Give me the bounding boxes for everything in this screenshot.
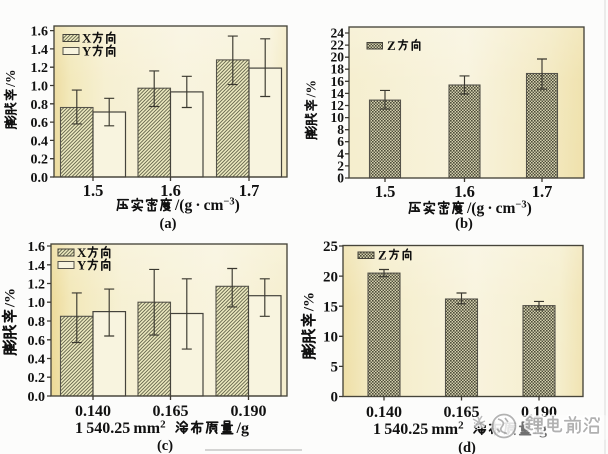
svg-text:/%: /% [3,70,18,88]
svg-text:(c): (c) [157,438,173,454]
svg-text:Z: Z [387,38,396,53]
svg-text:/%: /% [304,80,319,98]
svg-text:15: 15 [323,299,338,315]
svg-text:/g: /g [236,420,249,437]
svg-text:8: 8 [337,122,344,137]
svg-text:20: 20 [331,50,345,65]
svg-text:25: 25 [323,239,338,255]
svg-text:1.2: 1.2 [28,278,46,293]
svg-text:12: 12 [331,98,345,113]
svg-text:Y: Y [77,258,87,273]
svg-text:0.2: 0.2 [31,153,49,168]
svg-text:14: 14 [331,86,345,101]
svg-text:Y: Y [82,44,92,59]
svg-text:6: 6 [337,134,344,149]
svg-text:X: X [77,245,87,260]
svg-text:0.2: 0.2 [28,371,46,386]
svg-text:/%: /% [3,288,19,308]
svg-text:1.7: 1.7 [532,182,553,201]
svg-text:1.5: 1.5 [375,182,396,201]
svg-text:0.8: 0.8 [28,315,46,330]
svg-text:/(g · cm−3): /(g · cm−3) [466,200,532,218]
svg-text:22: 22 [331,38,345,53]
svg-text:(a): (a) [160,216,177,232]
svg-text:0.8: 0.8 [31,98,49,113]
svg-text:16: 16 [331,74,345,89]
svg-text:(b): (b) [455,216,473,232]
svg-text:18: 18 [331,62,345,77]
svg-text:10: 10 [323,330,338,346]
svg-text:1.6: 1.6 [28,240,46,255]
svg-text:1.4: 1.4 [28,259,46,274]
svg-text:2: 2 [337,158,344,173]
svg-text:0.140: 0.140 [75,403,111,420]
svg-text:X: X [82,31,92,46]
svg-text:24: 24 [331,26,345,41]
svg-text:5: 5 [331,360,339,376]
svg-text:/(g · cm−3): /(g · cm−3) [174,197,240,215]
svg-text:1.6: 1.6 [160,181,181,200]
svg-text:1.7: 1.7 [239,181,260,200]
svg-text:1.0: 1.0 [31,80,49,95]
svg-text:1 540.25 mm2: 1 540.25 mm2 [75,419,166,438]
svg-text:0.6: 0.6 [31,116,49,131]
svg-text:0.140: 0.140 [366,404,402,421]
svg-text:0.6: 0.6 [28,334,46,349]
svg-text:0.4: 0.4 [31,134,49,149]
svg-text:1.6: 1.6 [31,25,49,40]
svg-text:4: 4 [337,146,344,161]
svg-text:0.0: 0.0 [31,171,49,186]
svg-text:0.4: 0.4 [28,353,46,368]
svg-text:0.190: 0.190 [231,403,267,420]
svg-text:0: 0 [331,390,339,406]
svg-text:0.165: 0.165 [444,404,480,421]
svg-text:1.4: 1.4 [31,43,49,58]
svg-text:1.0: 1.0 [28,296,46,311]
svg-text:1.2: 1.2 [31,61,49,76]
svg-text:10: 10 [331,110,345,125]
svg-text:/%: /% [302,292,318,312]
svg-text:0.0: 0.0 [28,390,46,405]
svg-text:20: 20 [323,269,338,285]
svg-text:(d): (d) [458,440,476,454]
svg-text:1 540.25 mm2: 1 540.25 mm2 [373,420,464,439]
svg-text:1.5: 1.5 [83,181,104,200]
svg-text:1.6: 1.6 [454,182,475,201]
svg-text:Z: Z [378,248,387,263]
svg-text:0: 0 [337,171,344,186]
svg-text:0.165: 0.165 [153,403,189,420]
